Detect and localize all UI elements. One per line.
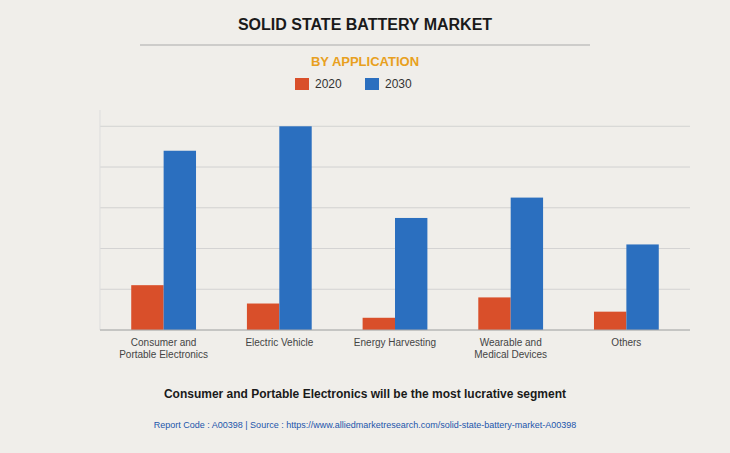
x-tick-label: Others <box>611 337 641 348</box>
x-tick-label-line: Consumer and <box>131 337 197 348</box>
bar <box>247 304 279 330</box>
bar <box>279 126 311 330</box>
x-axis-line <box>100 330 690 331</box>
bar <box>478 297 510 330</box>
legend-label: 2030 <box>385 77 412 91</box>
x-tick-label-line: Medical Devices <box>474 349 547 360</box>
bar <box>626 244 658 330</box>
bar <box>363 318 395 330</box>
x-tick-label-line: Energy Harvesting <box>354 337 436 348</box>
title: SOLID STATE BATTERY MARKET <box>238 16 492 33</box>
x-tick-label-line: Portable Electronics <box>119 349 208 360</box>
y-axis-line <box>100 110 101 330</box>
bar <box>131 285 163 330</box>
chart: SOLID STATE BATTERY MARKET BY APPLICATION… <box>0 0 730 453</box>
legend: 2020 2030 <box>295 77 412 91</box>
x-tick-label-line: Wearable and <box>480 337 542 348</box>
grid-line <box>100 126 690 127</box>
subtitle: BY APPLICATION <box>311 54 419 69</box>
legend-label: 2020 <box>315 77 342 91</box>
x-tick-label-line: Electric Vehicle <box>245 337 313 348</box>
x-tick-label: Energy Harvesting <box>354 337 436 348</box>
x-tick-label-line: Others <box>611 337 641 348</box>
x-tick-label: Consumer andPortable Electronics <box>119 337 208 360</box>
bars <box>131 126 659 330</box>
bar <box>164 151 196 330</box>
legend-swatch <box>295 78 309 90</box>
annotation: Consumer and Portable Electronics will b… <box>164 387 566 401</box>
bar <box>594 312 626 330</box>
bar <box>395 218 427 330</box>
annotation: Report Code : A00398 | Source : https://… <box>154 420 577 430</box>
x-tick-label: Electric Vehicle <box>245 337 313 348</box>
separator <box>140 45 590 46</box>
grid-line <box>100 330 690 331</box>
x-tick-label: Wearable andMedical Devices <box>474 337 547 360</box>
bar <box>511 198 543 330</box>
legend-swatch <box>365 78 379 90</box>
